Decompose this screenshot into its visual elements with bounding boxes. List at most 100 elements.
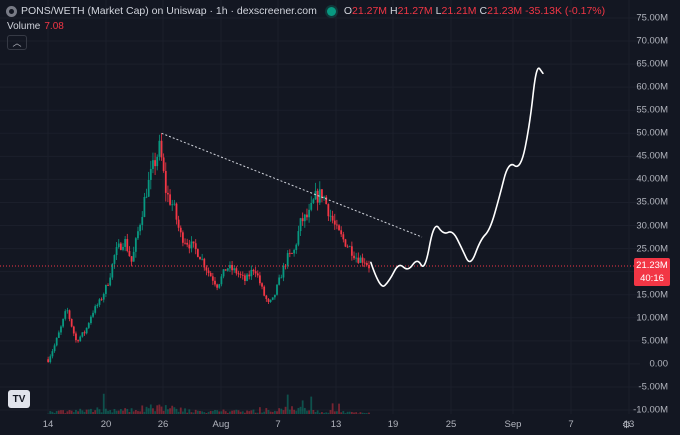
candle-body: [348, 246, 351, 248]
candle-body: [64, 311, 67, 319]
y-tick-label: 50.00M: [636, 127, 668, 139]
ohlc-key: C: [479, 5, 488, 17]
candle-body: [241, 274, 244, 276]
volume-bar: [62, 410, 65, 414]
volume-bar: [49, 411, 52, 414]
volume-label: Volume: [7, 21, 41, 32]
volume-bar: [111, 412, 114, 414]
candle-body: [318, 189, 321, 203]
volume-bar: [107, 410, 109, 414]
candle-body: [147, 179, 150, 197]
x-tick-label: 19: [387, 419, 399, 430]
volume-bar: [344, 413, 347, 414]
volume-bar: [312, 409, 315, 414]
chevron-up-icon[interactable]: ︿: [7, 35, 27, 50]
y-tick-label: 0.00: [649, 358, 669, 370]
y-tick-label: 25.00M: [636, 243, 668, 255]
candle-body: [246, 274, 248, 281]
volume-bar: [130, 408, 133, 414]
volume-bar: [280, 408, 283, 414]
volume-bar: [143, 411, 146, 414]
symbol-icon: [6, 5, 17, 17]
volume-bar: [175, 408, 178, 414]
candle-body: [282, 265, 285, 278]
candle-body: [295, 244, 298, 251]
candle-body: [186, 242, 189, 245]
candle-body: [77, 340, 79, 342]
volume-bar: [77, 411, 79, 414]
candle-body: [53, 345, 56, 352]
volume-bar: [134, 410, 137, 414]
candle-body: [207, 270, 210, 273]
candle-body: [119, 243, 122, 250]
candle-body: [267, 298, 270, 302]
volume-bar: [141, 405, 144, 414]
volume-bar: [87, 409, 90, 414]
current-price-value: 21.23M: [636, 260, 668, 271]
resistance-trendline: [161, 132, 423, 238]
candle-body: [107, 284, 109, 286]
volume-bar: [192, 412, 195, 414]
volume-bar: [342, 411, 345, 414]
candle-body: [68, 310, 71, 319]
volume-bar: [295, 410, 298, 414]
volume-bar: [252, 409, 255, 414]
volume-bar: [160, 406, 163, 414]
candle-body: [179, 227, 182, 233]
volume-bar: [113, 408, 116, 414]
candle-body: [205, 267, 208, 271]
volume-bar: [184, 408, 186, 414]
tradingview-logo[interactable]: TV: [8, 390, 30, 408]
candle-body: [134, 238, 137, 252]
y-tick-label: 5.00M: [641, 335, 668, 347]
volume-bar: [100, 412, 103, 414]
volume-bar: [318, 412, 321, 414]
candle-body: [158, 140, 161, 157]
volume-bar: [331, 403, 334, 414]
volume-bar: [90, 408, 92, 414]
volume-bar: [293, 409, 296, 414]
candle-body: [325, 196, 328, 205]
volume-bar: [250, 410, 253, 414]
market-status-icon: [326, 6, 336, 16]
volume-bar: [241, 411, 244, 414]
candle-body: [156, 156, 159, 167]
x-tick-label: 20: [100, 419, 112, 430]
candle-body: [233, 268, 236, 271]
volume-bar: [323, 412, 325, 414]
volume-legend[interactable]: Volume 7.08: [7, 21, 64, 32]
volume-bar: [104, 408, 107, 414]
candle-body: [51, 351, 54, 357]
chart-title[interactable]: PONS/WETH (Market Cap) on Uniswap · 1h ·…: [21, 5, 317, 17]
candle-body: [301, 218, 304, 222]
candle-body: [229, 265, 231, 269]
volume-bar: [181, 411, 184, 414]
candle-body: [100, 299, 103, 301]
candle-body: [220, 276, 223, 285]
candle-body: [254, 271, 257, 274]
candle-body: [333, 220, 336, 225]
volume-bar: [214, 410, 216, 414]
candle-body: [218, 284, 221, 288]
gear-icon[interactable]: ⚙: [622, 420, 631, 431]
volume-bar: [233, 410, 236, 414]
volume-bar: [237, 410, 240, 414]
volume-value: 7.08: [44, 21, 64, 32]
x-tick-label: 7: [568, 419, 574, 430]
candle-body: [154, 160, 156, 167]
candle-body: [276, 284, 278, 295]
candle-body: [344, 239, 347, 247]
candle-countdown: 40:16: [640, 273, 664, 284]
volume-bar: [269, 411, 272, 414]
volume-bar: [276, 411, 278, 414]
volume-bar: [137, 411, 139, 414]
volume-bar: [188, 409, 191, 414]
volume-bar: [53, 412, 56, 414]
volume-bar: [209, 410, 212, 414]
candle-body: [346, 246, 349, 248]
volume-bar: [66, 411, 69, 414]
candle-body: [66, 310, 69, 312]
volume-bar: [327, 412, 330, 414]
volume-bar: [122, 410, 124, 414]
